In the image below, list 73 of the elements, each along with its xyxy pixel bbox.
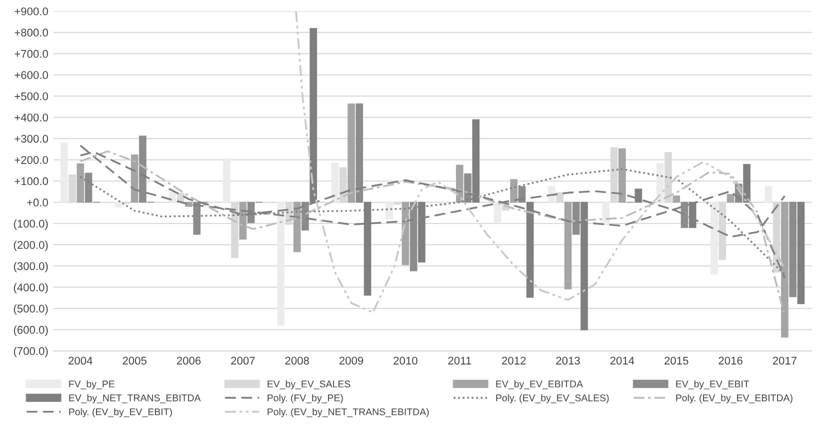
bar [494, 202, 502, 222]
bar [464, 173, 472, 203]
bar [764, 186, 772, 203]
y-tick-label: +900.0 [14, 7, 48, 16]
y-tick-label: +600.0 [14, 71, 48, 80]
bar [193, 202, 201, 235]
bar [602, 202, 610, 226]
y-tick-label: +400.0 [14, 114, 48, 122]
legend-label: Poly. (EV_by_EV_SALES) [496, 394, 609, 404]
x-tick-label: 2014 [610, 356, 634, 365]
y-tick-label: +100.0 [14, 177, 48, 186]
bar [510, 179, 518, 203]
bar [386, 202, 393, 220]
legend-label: EV_by_NET_TRANS_EBITDA [69, 394, 201, 404]
x-tick-label: 2013 [556, 356, 580, 365]
y-tick-label: +0.0 [27, 198, 48, 206]
legend-label: Poly. (FV_by_PE) [268, 394, 343, 404]
legend-label: Poly. (EV_by_EV_EBIT) [69, 408, 172, 418]
bar [223, 158, 230, 203]
x-tick-label: 2017 [772, 356, 797, 365]
bar [293, 202, 301, 252]
bar [114, 202, 122, 208]
bar [356, 103, 364, 203]
y-tick-label: (500.0) [14, 304, 48, 315]
y-tick-label: (600.0) [14, 326, 48, 336]
x-tick-label: 2007 [231, 356, 255, 365]
bar [618, 148, 626, 203]
y-tick-label: (300.0) [14, 262, 48, 272]
x-tick-label: 2010 [394, 356, 418, 365]
bar [743, 164, 750, 203]
bar [60, 142, 68, 203]
bar [564, 202, 572, 290]
bar [680, 202, 688, 228]
bar [277, 202, 285, 326]
y-tick-label: +800.0 [14, 28, 48, 37]
bar [456, 164, 464, 203]
x-tick-label: 2015 [664, 356, 688, 365]
legend-label: EV_by_EV_EBITDA [496, 380, 583, 390]
bar [781, 202, 788, 338]
x-tick-label: 2005 [122, 356, 146, 365]
bar [789, 202, 797, 298]
bar [672, 195, 680, 203]
x-tick-label: 2012 [502, 356, 526, 365]
x-tick-label: 2008 [285, 356, 309, 365]
bar [572, 202, 580, 235]
bar [348, 104, 355, 203]
y-tick-label: +200.0 [14, 156, 48, 164]
y-tick-label: +700.0 [14, 50, 48, 58]
legend-label: EV_by_EV_SALES [268, 380, 350, 390]
bar [76, 163, 84, 203]
bar [634, 188, 642, 203]
bar [726, 194, 734, 203]
y-tick-label: (700.0) [14, 346, 48, 358]
x-tick-label: 2006 [176, 356, 201, 365]
x-tick-label: 2011 [448, 356, 472, 365]
legend-label: Poly. (EV_by_EV_EBITDA) [676, 394, 792, 404]
bar [84, 172, 92, 203]
y-tick-label: (100.0) [14, 219, 48, 230]
y-tick-label: (400.0) [14, 283, 48, 294]
bar [331, 162, 339, 203]
bar [302, 202, 309, 230]
x-tick-label: 2009 [339, 356, 364, 365]
y-tick-label: (200.0) [14, 240, 48, 252]
bar [656, 163, 664, 203]
legend-label: FV_by_PE [69, 380, 114, 390]
legend-label: Poly. (EV_by_NET_TRANS_EBITDA) [268, 408, 429, 418]
y-tick-label: +500.0 [14, 92, 48, 100]
bar [797, 202, 805, 304]
x-tick-label: 2016 [718, 356, 742, 365]
x-tick-label: 2004 [68, 356, 92, 365]
y-tick-label: +300.0 [14, 134, 48, 143]
bar [710, 202, 718, 274]
legend-label: EV_by_EV_EBIT [676, 380, 750, 390]
